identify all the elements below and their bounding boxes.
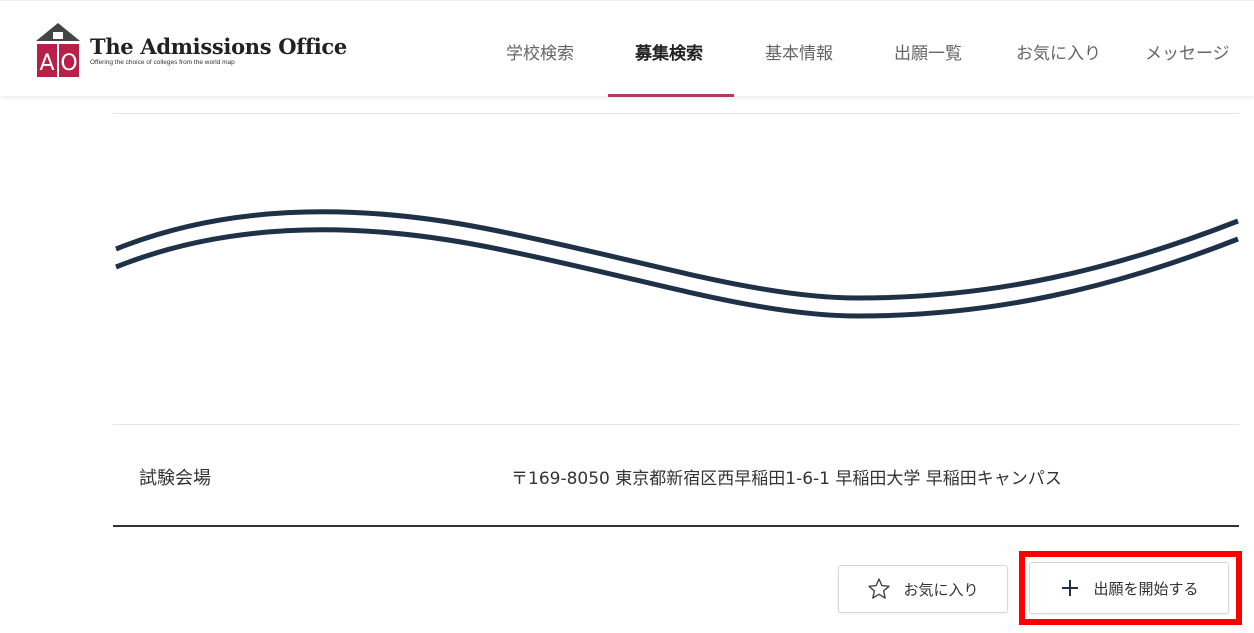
venue-label: 試験会場 [139,468,211,489]
svg-text:A: A [39,51,54,76]
brand-title: The Admissions Office [90,34,347,59]
section-bottom-border [113,525,1239,527]
nav-messages[interactable]: メッセージ [1145,44,1230,64]
site-header: A O The Admissions Office Offering the c… [0,0,1254,97]
start-application-button[interactable]: 出願を開始する [1029,562,1229,614]
brand-logo[interactable]: A O The Admissions Office Offering the c… [34,21,347,81]
favorite-button-label: お気に入り [903,580,979,599]
nav-application-list[interactable]: 出願一覧 [894,44,962,64]
wavy-double-line-icon [115,209,1239,319]
star-outline-icon [868,578,891,599]
logo-text: The Admissions Office Offering the choic… [90,34,347,67]
main-nav: 学校検索 募集検索 基本情報 出願一覧 お気に入り メッセージ [0,1,1254,97]
venue-address: 〒169-8050 東京都新宿区西早稲田1-6-1 早稲田大学 早稲田キャンパス [511,469,1062,489]
nav-basic-info[interactable]: 基本情報 [765,44,833,64]
logo-house-icon: A O [36,23,80,77]
brand-tagline: Offering the choice of colleges from the… [90,59,235,66]
divider [113,113,1239,114]
nav-favorites[interactable]: お気に入り [1016,44,1101,64]
plus-icon [1062,580,1079,596]
nav-school-search[interactable]: 学校検索 [506,44,574,64]
active-tab-indicator [608,94,734,97]
start-application-label: 出願を開始する [1093,579,1199,598]
favorite-button[interactable]: お気に入り [838,565,1008,613]
svg-text:O: O [60,51,77,76]
divider [113,424,1239,425]
nav-recruit-search[interactable]: 募集検索 [635,44,703,64]
